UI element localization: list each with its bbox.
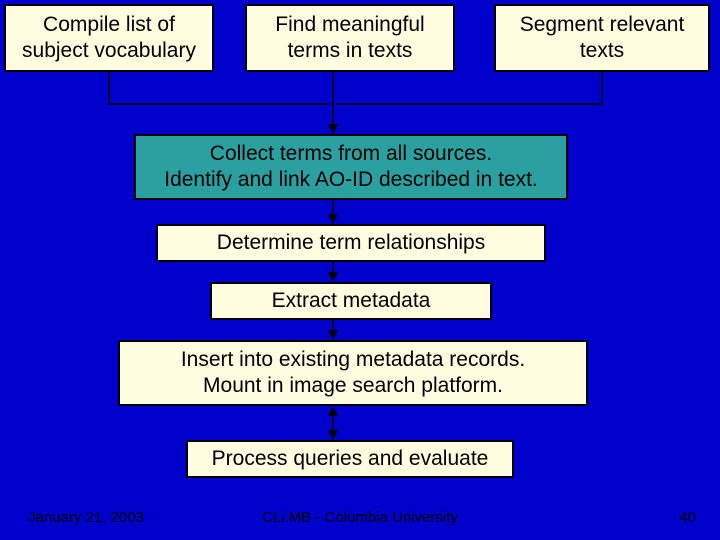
node-label: Compile list of subject vocabulary [14,12,204,65]
footer-center-text: CLi.MB - Columbia University [262,509,458,526]
node-label: Determine term relationships [217,230,485,256]
footer-page-number-text: 40 [679,509,696,526]
node-label: Collect terms from all sources. Identify… [164,141,538,194]
footer-center: CLi.MB - Columbia University [0,509,720,526]
node-segment-texts: Segment relevant texts [494,4,710,72]
node-process-evaluate: Process queries and evaluate [186,440,514,478]
node-label: Process queries and evaluate [212,446,489,472]
node-extract-metadata: Extract metadata [210,282,492,320]
node-collect-identify: Collect terms from all sources. Identify… [134,134,568,200]
footer-page-number: 40 [679,509,696,526]
node-compile-vocabulary: Compile list of subject vocabulary [4,4,214,72]
node-label: Find meaningful terms in texts [255,12,445,65]
node-insert-mount: Insert into existing metadata records. M… [118,340,588,406]
node-find-terms: Find meaningful terms in texts [245,4,455,72]
node-label: Extract metadata [272,288,431,314]
node-label: Segment relevant texts [504,12,700,65]
node-label: Insert into existing metadata records. M… [181,347,525,400]
node-determine-relationships: Determine term relationships [156,224,546,262]
